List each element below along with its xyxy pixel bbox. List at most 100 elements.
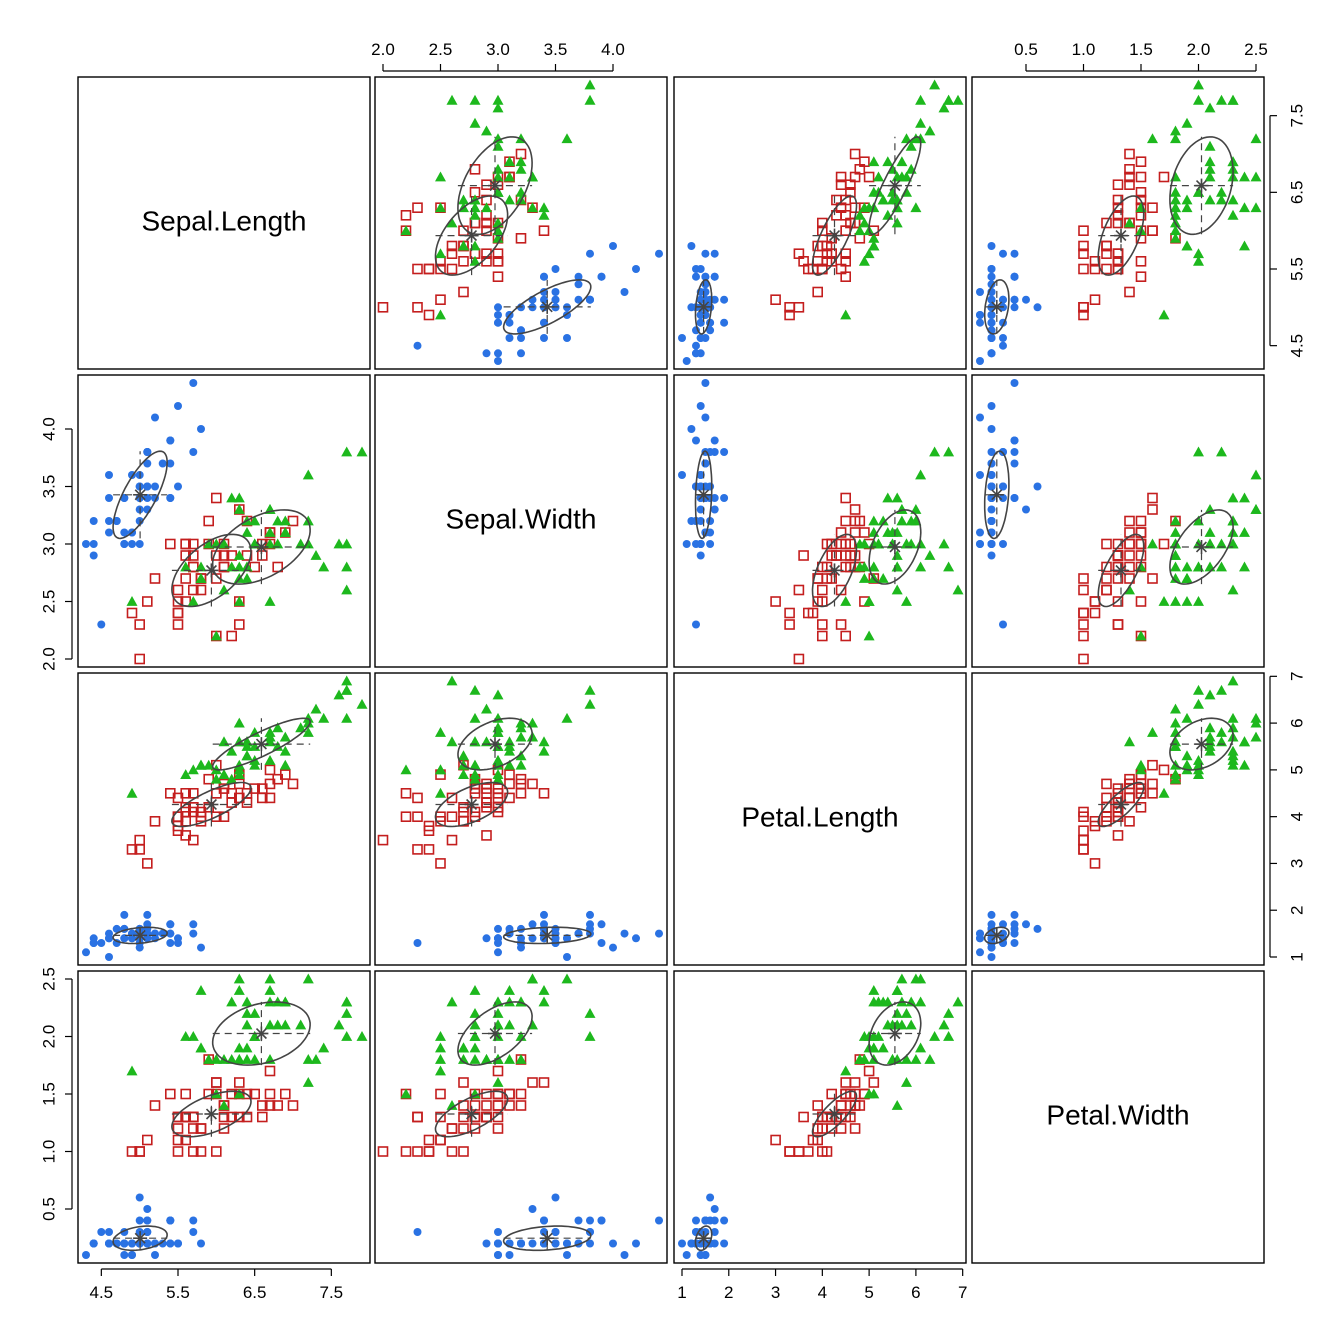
ellipse-s2: [171, 1090, 252, 1138]
ellipse-s3: [1169, 136, 1234, 236]
panel-sepal-width-vs-petal-length-frame: [673, 374, 967, 668]
point-s1-19: [189, 920, 198, 929]
point-s3-26: [1170, 717, 1181, 728]
point-s1-25: [987, 910, 996, 919]
point-s2-41: [172, 792, 184, 804]
point-s1-23: [678, 471, 686, 479]
point-s1-17: [597, 939, 606, 947]
point-s1-38: [563, 934, 571, 943]
point-s2-2: [515, 787, 527, 799]
point-s2-13: [816, 630, 828, 642]
point-s1-44: [551, 924, 560, 933]
point-s3-37: [233, 985, 245, 995]
point-s1-14: [82, 948, 90, 957]
point-s3-10: [915, 973, 927, 984]
point-s2-30: [793, 584, 805, 596]
point-s2-18: [1078, 806, 1089, 818]
point-s3-8: [1170, 550, 1181, 560]
point-s2-42: [1124, 538, 1135, 550]
point-s3-30: [901, 133, 912, 144]
point-s2-8: [423, 844, 435, 855]
variable-label-petal-width: Petal.Width: [1046, 1099, 1189, 1130]
point-s1-47: [143, 448, 152, 456]
point-s3-15: [195, 561, 207, 572]
point-s3-46: [873, 171, 884, 182]
point-s2-4: [172, 619, 184, 630]
point-s1-45: [1010, 910, 1019, 919]
centroid-s2: [829, 1108, 841, 1120]
point-s2-22: [218, 1111, 230, 1123]
point-s1-42: [97, 939, 106, 947]
point-s3-29: [1204, 194, 1216, 205]
point-s1-38: [976, 311, 984, 319]
point-s2-44: [784, 301, 795, 313]
point-s3-17: [249, 1054, 261, 1064]
point-s3-35: [891, 584, 903, 595]
point-s2-46: [1101, 248, 1112, 259]
point-s3-42: [504, 759, 515, 770]
point-s3-14: [435, 1031, 446, 1041]
centroid-s2: [466, 230, 478, 242]
point-s2-41: [446, 1123, 458, 1134]
point-s1-32: [540, 272, 548, 281]
point-s2-1: [1124, 148, 1135, 160]
point-s3-12: [241, 573, 253, 583]
point-s3-1: [910, 202, 922, 213]
point-s3-19: [1227, 675, 1239, 686]
point-s1-7: [999, 334, 1007, 342]
point-s1-15: [987, 242, 996, 250]
point-s2-29: [1135, 550, 1147, 561]
point-s3-38: [887, 194, 898, 205]
point-s3-26: [1170, 515, 1181, 526]
point-s2-8: [1078, 844, 1089, 855]
point-s3-26: [1170, 133, 1181, 144]
point-s2-36: [1147, 225, 1158, 236]
point-s1-43: [987, 349, 996, 358]
point-s3-15: [469, 985, 481, 995]
point-s3-45: [896, 504, 908, 514]
point-s2-17: [1135, 255, 1147, 267]
point-s3-34: [233, 561, 245, 572]
point-s1-37: [174, 1239, 182, 1248]
centroid-s1: [541, 929, 553, 941]
point-s1-17: [1010, 436, 1019, 445]
point-s1-31: [120, 1239, 129, 1248]
point-s1-14: [682, 540, 691, 548]
point-s2-37: [849, 1088, 861, 1100]
point-s3-23: [1193, 94, 1204, 105]
point-s3-38: [241, 1054, 253, 1064]
point-s2-49: [770, 1134, 781, 1146]
point-s2-42: [845, 538, 856, 550]
point-s3-35: [1124, 217, 1135, 228]
point-s3-31: [318, 712, 330, 723]
point-s3-43: [868, 240, 880, 251]
point-s1-23: [987, 953, 996, 961]
point-s1-25: [540, 910, 548, 919]
point-s1-38: [696, 1251, 705, 1259]
point-s3-19: [1227, 584, 1239, 595]
point-s3-8: [310, 703, 322, 714]
point-s2-36: [1147, 787, 1158, 799]
point-s3-14: [1193, 248, 1204, 259]
centroid-s2: [466, 798, 478, 810]
point-s2-39: [180, 538, 191, 550]
point-s3-45: [1250, 504, 1262, 514]
point-s3-3: [1204, 140, 1216, 151]
point-s3-26: [910, 133, 922, 144]
point-s2-36: [538, 1077, 550, 1088]
point-s1-26: [494, 303, 502, 312]
point-s2-14: [481, 217, 492, 229]
centroid-s2: [829, 230, 841, 242]
point-s2-40: [172, 596, 184, 607]
point-s3-12: [458, 750, 469, 761]
centroid-s2: [205, 798, 217, 810]
point-s1-33: [701, 413, 710, 422]
point-s2-38: [234, 1111, 245, 1123]
point-s1-43: [89, 517, 98, 525]
point-s3-35: [1124, 584, 1135, 595]
point-s3-8: [481, 125, 492, 136]
point-s1-46: [494, 1228, 502, 1236]
point-s3-22: [858, 255, 870, 266]
point-s1-15: [609, 1239, 617, 1248]
point-s2-41: [172, 1123, 184, 1134]
